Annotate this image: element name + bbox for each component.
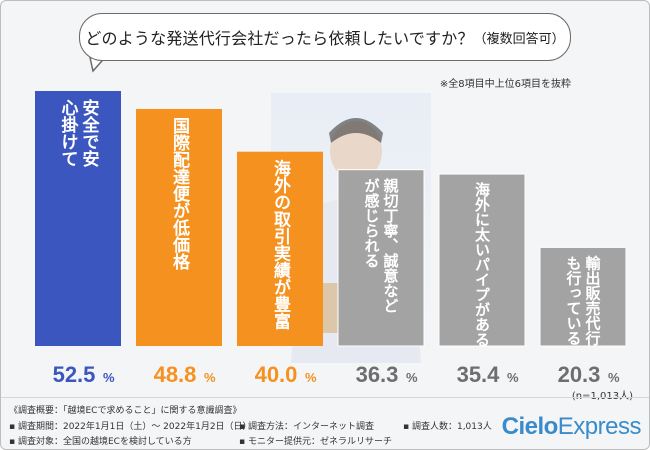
- value-label-1: 52.5: [53, 362, 96, 387]
- value-label-6: 20.3: [558, 362, 601, 387]
- value-unit-5: %: [507, 370, 519, 385]
- bar-1: [35, 91, 121, 346]
- bar-6: [539, 246, 627, 347]
- value-label-2: 48.8: [154, 362, 197, 387]
- survey-count-text: 調査人数：1,013人: [411, 422, 492, 432]
- survey-overview: 《調査概要：「越境ECで求めること」に関する意識調査》: [9, 406, 242, 416]
- question-bubble: どのような発送代行会社だったら依頼したいですか？ （複数回答可）: [79, 13, 571, 61]
- survey-period: ▪ 調査期間：2022年1月1日（土）～ 2022年1月2日（日）: [9, 422, 252, 432]
- bar-2-label-col-1: 国際配達便が低価格: [169, 117, 191, 271]
- value-unit-2: %: [204, 370, 216, 385]
- survey-method: ▪ 調査方法：インターネット調査: [239, 422, 374, 432]
- value-label-4: 36.3: [356, 362, 399, 387]
- footer-divider: [1, 397, 649, 398]
- bar-3-label-col-1: 海外の取引実績が豊富: [270, 159, 291, 331]
- value-unit-1: %: [103, 370, 115, 385]
- logo-cielo: Cielo: [501, 413, 559, 440]
- bar-2: [136, 108, 222, 346]
- bar-6-label-col-1: 輸出販売代行: [584, 255, 602, 347]
- bar-5: [438, 173, 526, 347]
- value-unit-4: %: [406, 370, 418, 385]
- bar-1-label-col-2: 心掛けて: [58, 99, 79, 167]
- bar-3: [237, 151, 323, 346]
- value-unit-3: %: [305, 370, 317, 385]
- survey-method-text: 調査方法：インターネット調査: [247, 422, 374, 432]
- question-text: どのような発送代行会社だったら依頼したいですか？: [85, 29, 474, 48]
- survey-provider-text: モニター提供元：ゼネラルリサーチ: [247, 437, 392, 447]
- bar-4: [337, 169, 425, 347]
- value-unit-6: %: [608, 370, 620, 385]
- question-subtext: （複数回答可）: [473, 31, 565, 47]
- sample-size-note: (n=1,013人): [572, 387, 633, 402]
- bar-6-label-col-2: も行っている: [565, 255, 583, 345]
- bar-4-label-col-2: が感じられる: [363, 177, 381, 268]
- bar-5-label-col-1: 海外に太いパイプがある: [473, 181, 491, 347]
- survey-period-text: 調査期間：2022年1月1日（土）～ 2022年1月2日（日）: [17, 422, 252, 432]
- selection-note: ※全8項目中上位6項目を抜粋: [439, 79, 571, 90]
- bar-1-label-col-1: 安全で安: [79, 98, 101, 168]
- survey-target-text: 調査対象：全国の越境ECを検討している方: [17, 437, 192, 447]
- cieloexpress-logo: CieloExpress: [501, 413, 642, 441]
- survey-count: ▪ 調査人数：1,013人: [403, 422, 492, 432]
- logo-express: Express: [557, 413, 642, 440]
- value-label-5: 35.4: [457, 362, 501, 387]
- value-label-3: 40.0: [255, 362, 298, 387]
- survey-target: ▪ 調査対象：全国の越境ECを検討している方: [9, 437, 192, 447]
- bar-4-label-col-1: 親切丁寧、誠意など: [382, 177, 400, 313]
- survey-provider: ▪ モニター提供元：ゼネラルリサーチ: [239, 437, 392, 447]
